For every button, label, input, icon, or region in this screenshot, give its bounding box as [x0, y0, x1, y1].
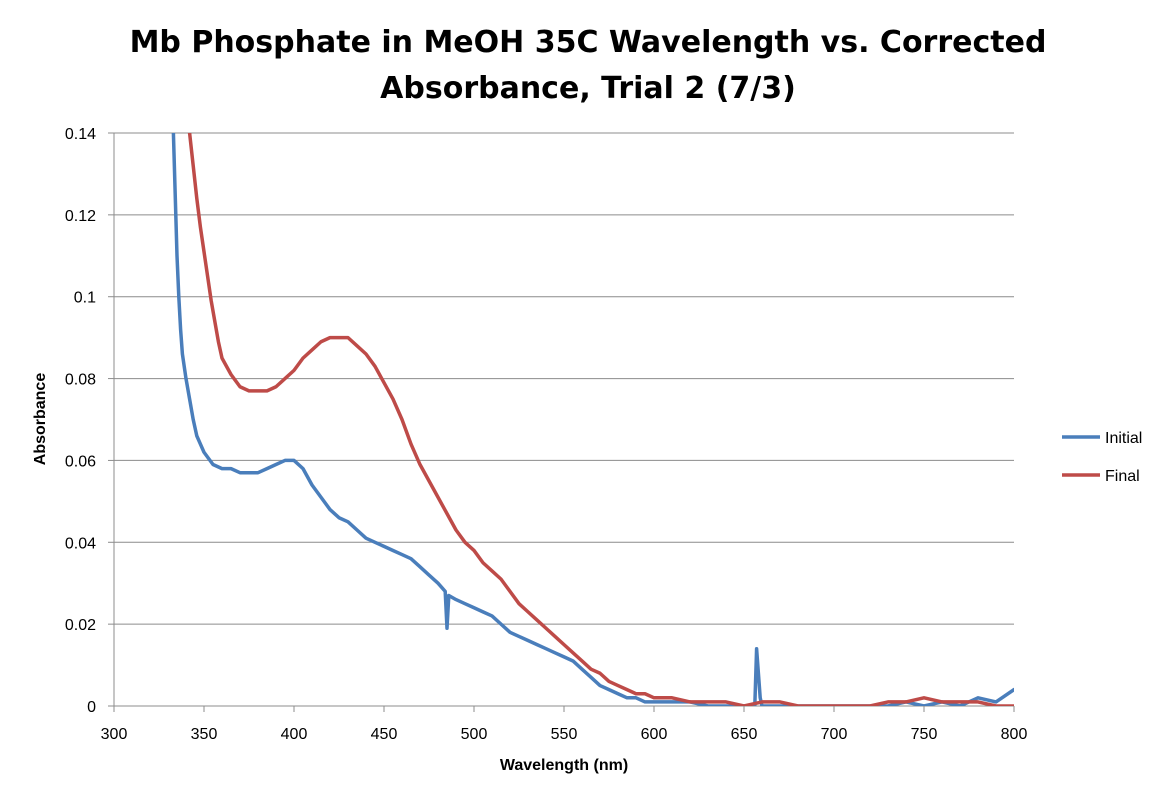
series-line-initial [171, 133, 1014, 706]
y-tick-label: 0.04 [65, 535, 96, 552]
x-tick-labels: 300 350 400 450 500 550 600 650 700 750 800 [101, 706, 1028, 743]
axes [113, 133, 1014, 707]
chart-title-line-2: Absorbance, Trial 2 (7/3) [380, 71, 796, 106]
legend: Initial Final [1062, 430, 1142, 485]
x-tick-label: 500 [461, 726, 488, 743]
y-tick-label: 0.02 [65, 617, 96, 634]
x-tick-label: 450 [371, 726, 398, 743]
y-tick-label: 0.08 [65, 372, 96, 389]
x-tick-label: 800 [1001, 726, 1028, 743]
plot-area [171, 133, 1014, 706]
x-tick-label: 350 [191, 726, 218, 743]
y-tick-labels: 0 0.02 0.04 0.06 0.08 0.1 0.12 0.14 [65, 126, 114, 716]
x-tick-label: 750 [911, 726, 938, 743]
legend-label-initial: Initial [1105, 430, 1142, 447]
x-tick-label: 600 [641, 726, 668, 743]
y-tick-label: 0.1 [74, 290, 96, 307]
series-line-final [187, 133, 1014, 706]
y-tick-label: 0.14 [65, 126, 96, 143]
x-tick-label: 550 [551, 726, 578, 743]
y-tick-label: 0.12 [65, 208, 96, 225]
x-tick-label: 400 [281, 726, 308, 743]
chart-title-line-1: Mb Phosphate in MeOH 35C Wavelength vs. … [130, 25, 1047, 60]
grid-lines [114, 132, 1014, 625]
x-tick-label: 300 [101, 726, 128, 743]
x-tick-label: 700 [821, 726, 848, 743]
x-axis-label: Wavelength (nm) [500, 757, 628, 774]
y-tick-label: 0 [87, 699, 96, 716]
x-tick-label: 650 [731, 726, 758, 743]
legend-label-final: Final [1105, 468, 1140, 485]
y-axis-label: Absorbance [32, 373, 49, 466]
y-tick-label: 0.06 [65, 453, 96, 470]
